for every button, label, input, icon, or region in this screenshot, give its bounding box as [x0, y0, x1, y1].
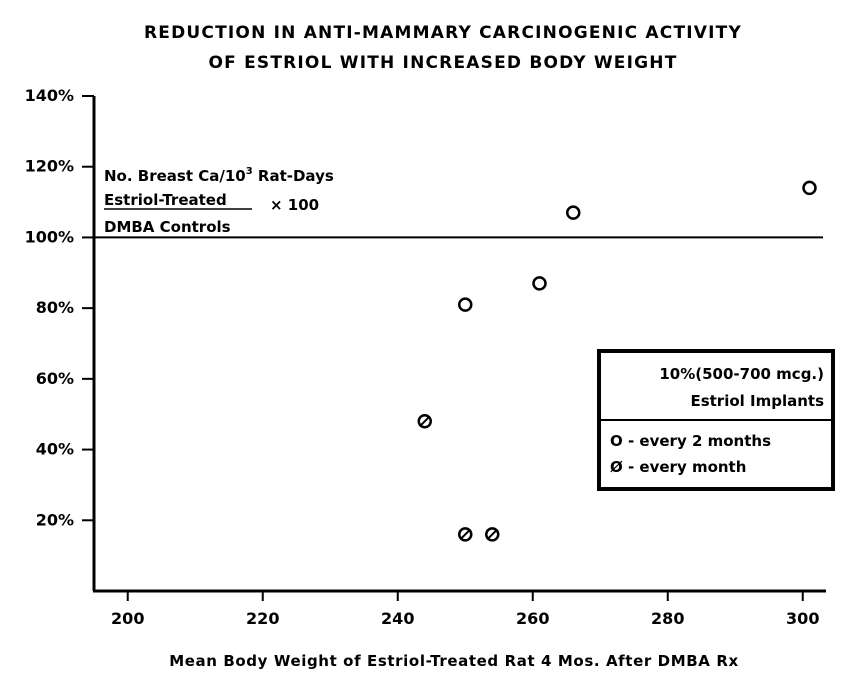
data-point-monthly-slash	[486, 528, 498, 541]
formula-annotation: No. Breast Ca/103 Rat-Days Estriol-Treat…	[104, 166, 334, 236]
data-point-monthly-ring	[485, 527, 500, 542]
formula-denominator: DMBA Controls	[104, 218, 231, 236]
data-point-monthly-slash	[459, 528, 471, 541]
legend: 10%(500-700 mcg.) Estriol Implants O - e…	[597, 349, 835, 491]
data-point-bimonthly-ring	[802, 180, 817, 196]
y-tick-label: 80%	[36, 298, 74, 317]
data-point-monthly-ring	[417, 414, 432, 429]
legend-heading-1: 10%(500-700 mcg.)	[659, 365, 824, 383]
data-point-monthly	[458, 527, 473, 542]
data-point-bimonthly	[532, 276, 547, 291]
x-axis-ticks: 200 220 240 260 280 300	[111, 591, 819, 628]
x-axis-label: Mean Body Weight of Estriol-Treated Rat …	[169, 652, 739, 670]
formula-superscript: 3	[246, 166, 253, 177]
data-point-bimonthly	[458, 297, 473, 312]
data-point-bimonthly-ring	[566, 205, 581, 220]
formula-numerator: Estriol-Treated	[104, 191, 227, 209]
x-tick-label: 200	[111, 609, 144, 628]
legend-entry-every-month: Ø - every month	[610, 458, 746, 476]
y-tick-label: 60%	[36, 369, 74, 388]
legend-entry-every-2-months: O - every 2 months	[610, 432, 771, 450]
x-tick-label: 260	[516, 609, 549, 628]
data-point-monthly-ring	[458, 527, 473, 542]
formula-suffix: Rat-Days	[253, 167, 334, 185]
x-tick-label: 280	[651, 609, 684, 628]
formula-line-1: No. Breast Ca/103 Rat-Days	[104, 166, 334, 185]
y-tick-label: 120%	[25, 157, 74, 176]
y-tick-label: 40%	[36, 440, 74, 459]
data-point-monthly	[485, 527, 500, 542]
x-tick-label: 240	[381, 609, 414, 628]
chart-title: REDUCTION IN ANTI-MAMMARY CARCINOGENIC A…	[144, 23, 742, 43]
x-tick-label: 300	[786, 609, 819, 628]
data-point-bimonthly	[566, 205, 581, 220]
data-point-bimonthly-ring	[532, 276, 547, 291]
chart-subtitle: OF ESTRIOL WITH INCREASED BODY WEIGHT	[208, 53, 677, 73]
y-tick-label: 20%	[36, 510, 74, 529]
y-tick-label: 100%	[25, 227, 74, 246]
data-point-monthly	[417, 414, 432, 429]
legend-heading-2: Estriol Implants	[690, 392, 824, 410]
y-axis-ticks: 140% 120% 100% 80% 60% 40% 20%	[25, 86, 94, 529]
formula-multiplier: × 100	[270, 196, 319, 214]
data-point-bimonthly-ring	[458, 297, 473, 312]
data-point-monthly-slash	[419, 415, 431, 427]
x-tick-label: 220	[246, 609, 279, 628]
y-tick-label: 140%	[25, 86, 74, 105]
data-points	[417, 180, 817, 542]
data-point-bimonthly	[802, 180, 817, 196]
formula-prefix: No. Breast Ca/10	[104, 167, 246, 185]
